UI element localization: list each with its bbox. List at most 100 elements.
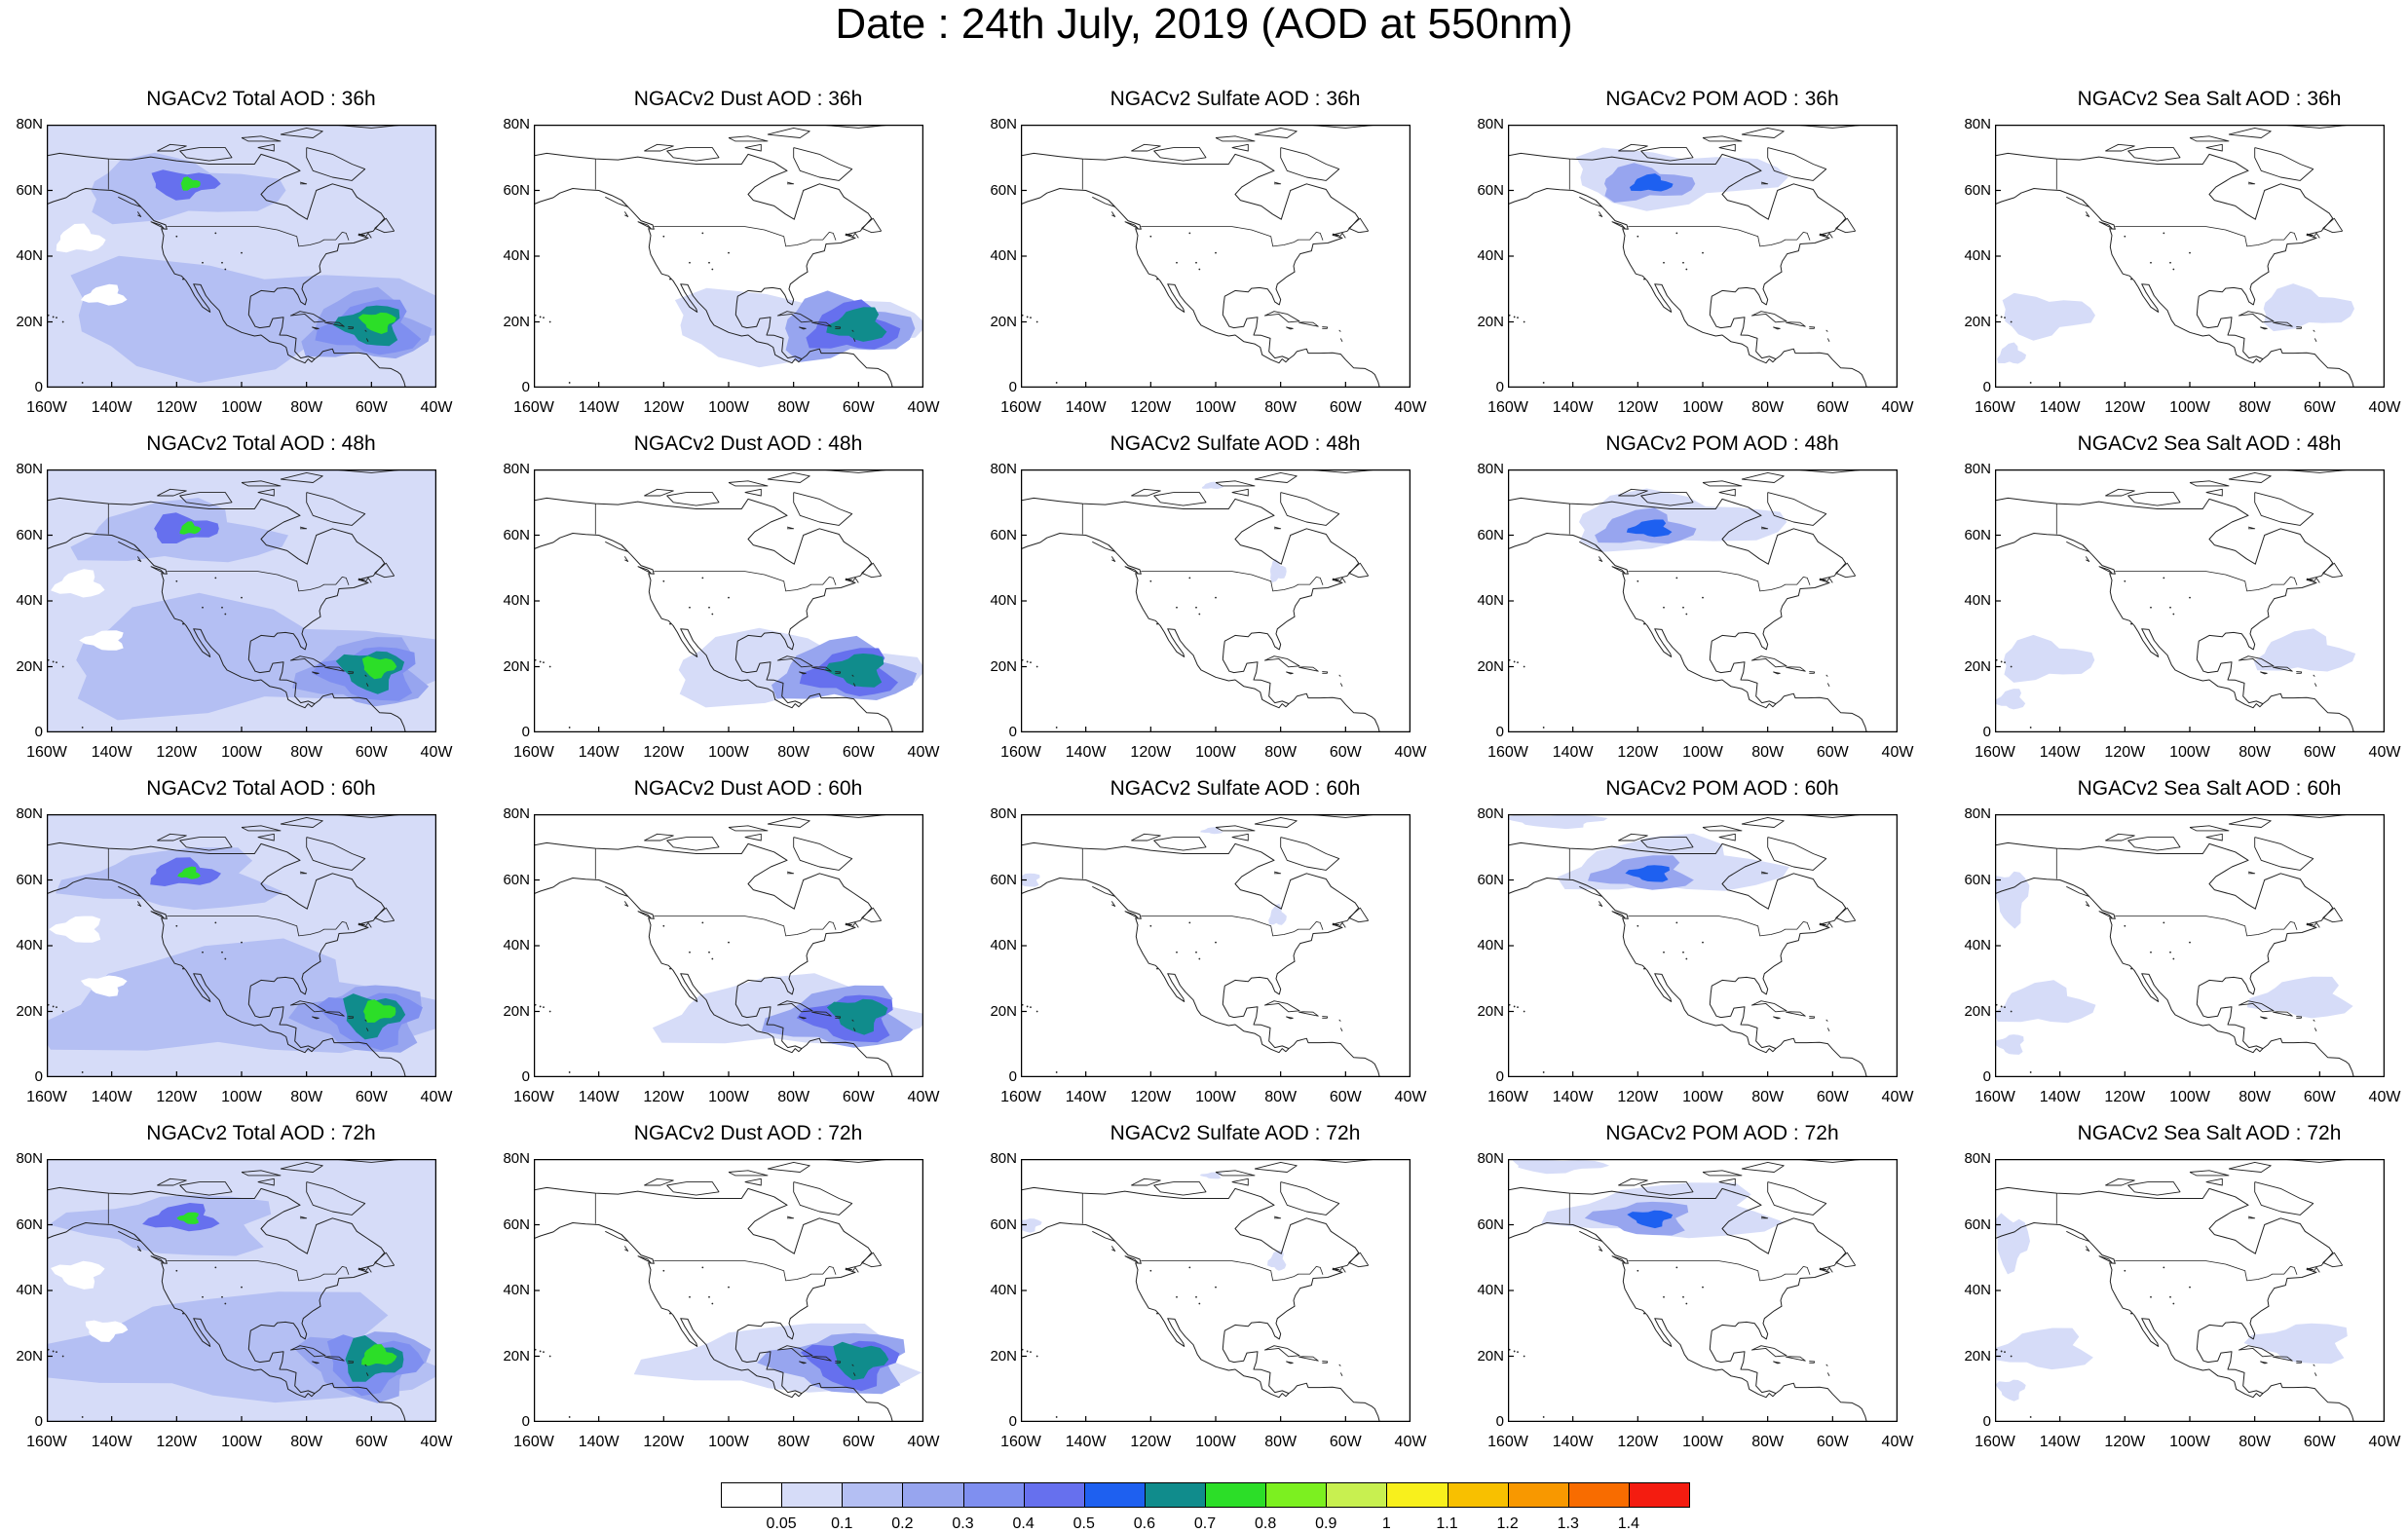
small-island [1702, 941, 1704, 944]
island-outline [150, 566, 165, 574]
island-outline [1273, 871, 1282, 875]
island-outline [1826, 1372, 1830, 1377]
lat-tick-label: 0 [34, 379, 43, 395]
small-island [2169, 261, 2171, 264]
small-island [1542, 1416, 1545, 1418]
small-island [221, 951, 223, 953]
coastline [47, 497, 406, 732]
small-island [175, 235, 178, 238]
lon-tick-label: 60W [1329, 744, 1362, 761]
lon-tick-label: 60W [355, 1089, 388, 1105]
lat-tick-label: 0 [1008, 724, 1017, 740]
small-island [1176, 951, 1178, 953]
small-island [1156, 278, 1158, 280]
small-island [539, 660, 542, 663]
small-island [1542, 727, 1545, 729]
coastline [1995, 1222, 2264, 1399]
coastline [534, 1222, 803, 1399]
lat-tick-label: 60N [1477, 526, 1504, 543]
island-outline [179, 1181, 233, 1196]
island-outline [312, 1361, 320, 1365]
small-island [548, 665, 551, 668]
small-island [2172, 957, 2175, 960]
small-island [568, 1071, 571, 1073]
coastline [47, 841, 406, 1077]
small-island [662, 924, 665, 927]
lat-tick-label: 60N [1964, 526, 1991, 543]
island-outline [2313, 329, 2315, 332]
coastline [1021, 841, 1380, 1077]
small-island [2010, 320, 2013, 323]
island-outline [1825, 577, 1833, 583]
island-outline [2189, 480, 2230, 487]
island-outline [811, 1011, 832, 1017]
island-outline [644, 833, 674, 841]
small-island [708, 261, 710, 264]
map-plot [1508, 814, 1898, 1077]
small-island [175, 580, 178, 582]
small-island [728, 596, 730, 599]
small-island [701, 921, 704, 924]
small-island [1663, 1295, 1665, 1298]
island-outline [2322, 1252, 2344, 1268]
island-outline [1718, 488, 1736, 497]
country-border [167, 1260, 350, 1282]
small-island [708, 606, 710, 609]
map-panel-pom-1: NGACv2 POM AOD : 48h 80N 60N 40N 20N 0 160W 140… [1477, 432, 1937, 801]
small-island [214, 232, 217, 235]
panel-title: NGACv2 POM AOD : 72h [1605, 1122, 1839, 1144]
small-island [2124, 924, 2126, 927]
lon-tick-label: 80W [290, 399, 323, 416]
island-outline [1110, 556, 1116, 562]
lat-tick-label: 20N [990, 657, 1017, 675]
colorbar-box [1447, 1482, 1509, 1508]
island-outline [845, 922, 853, 926]
small-island [1055, 1416, 1058, 1418]
lat-tick-label: 20N [503, 1002, 530, 1020]
island-outline [324, 321, 345, 327]
lon-tick-label: 40W [2368, 399, 2401, 416]
lat-tick-label: 80N [503, 1150, 530, 1167]
small-island [1663, 951, 1665, 953]
lat-tick-label: 40N [1477, 937, 1504, 953]
island-outline [2296, 1016, 2303, 1019]
coastline [47, 878, 316, 1054]
map-panel-sulfate-3: NGACv2 Sulfate AOD : 72h 80N 60N 40N 20N 0 160… [990, 1122, 1449, 1490]
island-outline [744, 488, 762, 497]
small-island [701, 1266, 704, 1269]
aod-shading-region [357, 312, 396, 334]
coastline [1508, 188, 1777, 364]
coastline [1995, 188, 2264, 364]
coastline [1508, 1186, 1867, 1422]
aod-shading-region [1270, 558, 1287, 583]
island-outline [1809, 1016, 1816, 1019]
colorbar-box [1507, 1482, 1569, 1508]
island-outline [364, 1364, 367, 1366]
lon-tick-label: 80W [2239, 744, 2272, 761]
lon-tick-label: 160W [513, 1089, 554, 1105]
island-outline [365, 1028, 369, 1032]
small-island [1682, 951, 1684, 953]
lon-tick-label: 60W [355, 744, 388, 761]
small-island [81, 1416, 84, 1418]
island-outline [306, 837, 366, 871]
island-outline [2085, 556, 2090, 562]
lat-tick-label: 0 [1982, 724, 1991, 740]
island-outline [845, 578, 853, 581]
island-outline [2306, 578, 2314, 581]
lat-tick-label: 40N [1477, 592, 1504, 609]
lat-tick-label: 40N [1964, 247, 1991, 264]
small-island [1513, 316, 1516, 318]
small-island [2029, 1416, 2032, 1418]
lat-tick-label: 0 [34, 1413, 43, 1430]
lat-tick-label: 20N [1964, 313, 1991, 330]
lon-tick-label: 60W [2303, 1434, 2336, 1450]
lon-tick-label: 140W [1065, 1089, 1107, 1105]
island-outline [364, 921, 372, 928]
aod-shading-region [2002, 292, 2095, 341]
small-island [52, 1005, 55, 1008]
island-outline [776, 311, 813, 323]
island-outline [1339, 338, 1343, 343]
small-island [1663, 606, 1665, 609]
island-outline [1231, 833, 1249, 841]
